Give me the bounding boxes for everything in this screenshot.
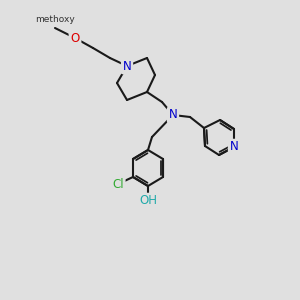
Text: O: O bbox=[70, 32, 80, 44]
Text: N: N bbox=[169, 109, 177, 122]
Text: N: N bbox=[123, 59, 131, 73]
Text: Cl: Cl bbox=[112, 178, 124, 190]
Text: N: N bbox=[230, 140, 238, 154]
Text: OH: OH bbox=[139, 194, 157, 208]
Text: methoxy: methoxy bbox=[35, 15, 75, 24]
